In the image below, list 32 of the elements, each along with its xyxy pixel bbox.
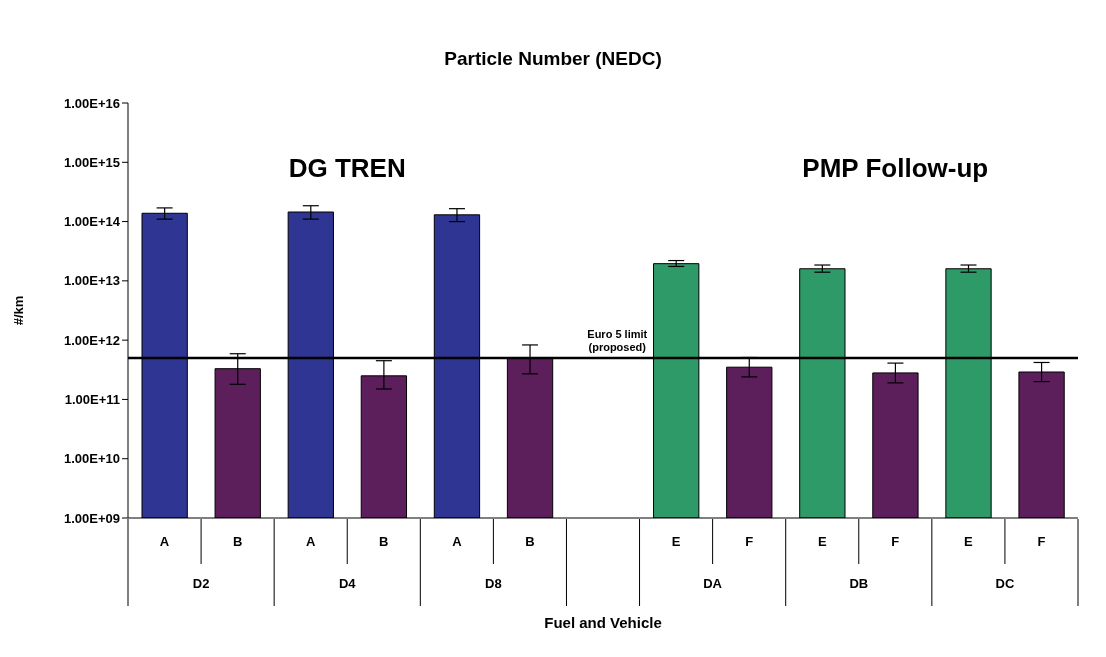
x-tick-label: F: [745, 534, 754, 549]
x-axis-title: Fuel and Vehicle: [543, 614, 663, 631]
y-tick-label: 1.00E+15: [63, 154, 120, 170]
x-tick-label: B: [525, 534, 535, 549]
annotation: PMP Follow-up: [801, 153, 990, 184]
text: D8: [485, 576, 502, 591]
y-tick-label: 1.00E+12: [63, 332, 120, 348]
x-tick-label: E: [964, 534, 974, 549]
y-tick-label: 1.00E+10: [63, 451, 120, 467]
text: DC: [995, 576, 1015, 591]
y-tick-label: 1.00E+11: [64, 392, 120, 408]
x-tick-label: A: [452, 534, 463, 549]
ref-line-label: Euro 5 limit (proposed): [587, 327, 648, 353]
y-tick-label: 1.00E+13: [63, 273, 120, 289]
x-tick-label: A: [159, 534, 170, 549]
x-tick-label: F: [891, 534, 900, 549]
text: DA: [703, 576, 723, 591]
chart-title: Particle Number (NEDC): [443, 48, 663, 70]
x-tick-label: F: [1037, 534, 1046, 549]
text: DB: [849, 576, 869, 591]
annotation: DG TREN: [287, 153, 407, 184]
text: D4: [338, 576, 357, 591]
x-tick-label: A: [306, 534, 316, 549]
x-tick-label: E: [671, 534, 681, 549]
x-tick-label: B: [379, 534, 389, 549]
y-tick-label: 1.00E+14: [63, 214, 121, 230]
y-tick-label: 1.00E+09: [63, 510, 120, 526]
x-tick-label: E: [817, 534, 827, 549]
y-axis-title: #/km: [10, 295, 26, 326]
text: D2: [192, 576, 210, 591]
x-tick-label: B: [232, 534, 243, 549]
y-tick-label: 1.00E+16: [63, 95, 120, 111]
